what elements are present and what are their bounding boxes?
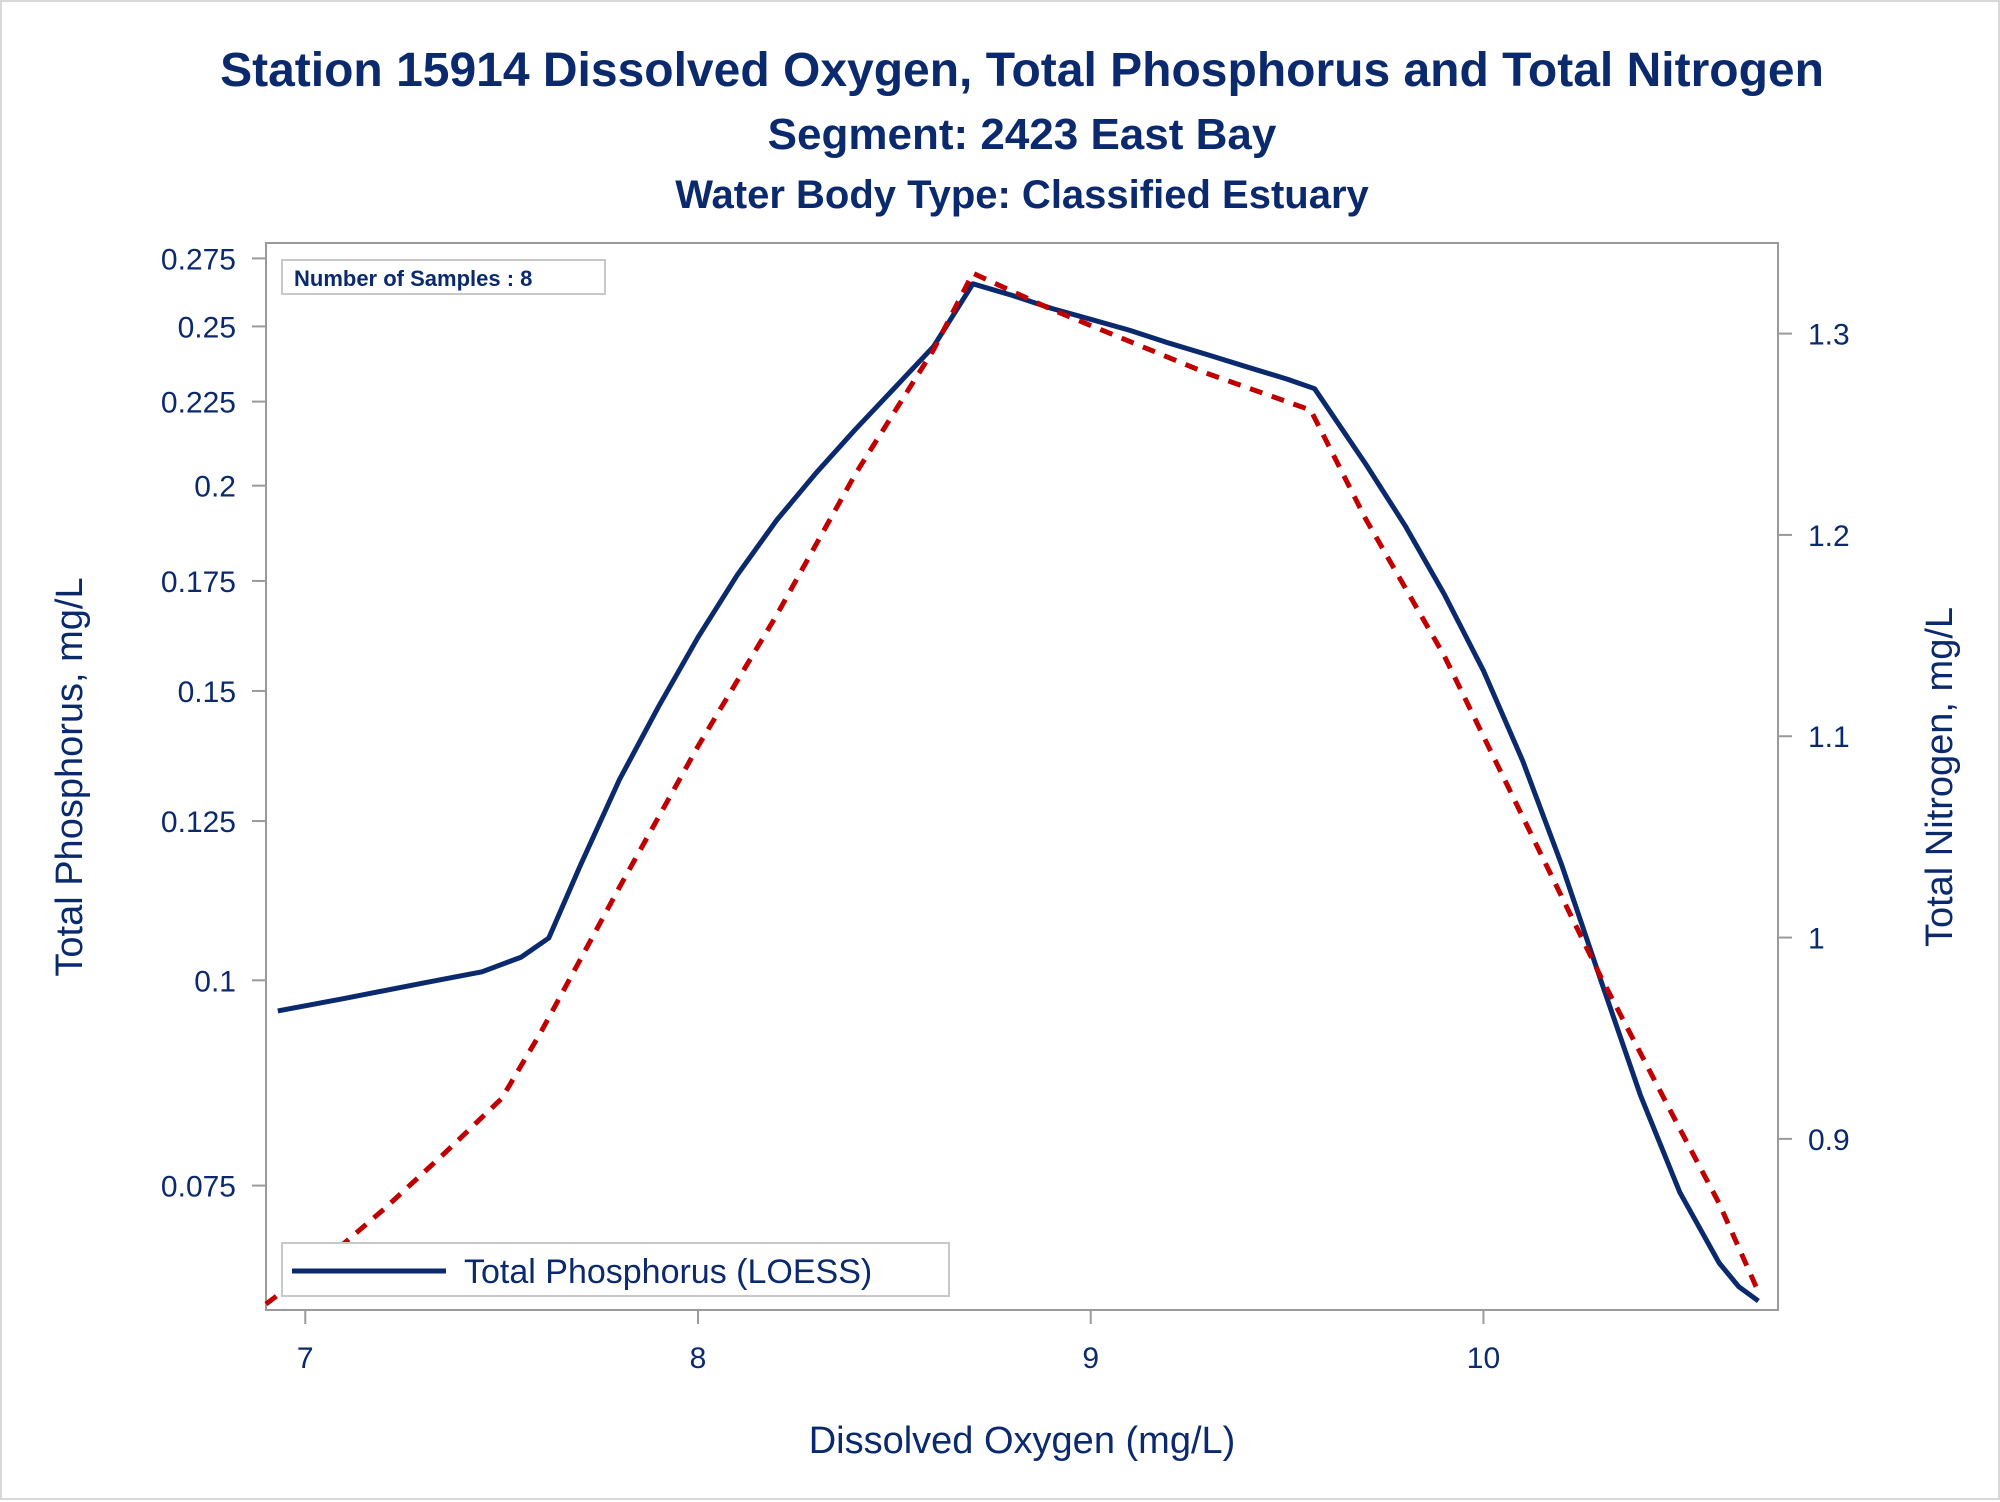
y-tick-label: 0.15: [178, 676, 236, 709]
y2-tick-label: 1.1: [1808, 721, 1850, 754]
x-tick-label: 10: [1467, 1342, 1500, 1375]
series-line-nitrogen: [264, 270, 1761, 1306]
y-axis-left: 0.075 0.1 0.125 0.15 0.175 0.2 0.225 0.25 0.275: [161, 243, 266, 1204]
y2-axis-label: Total Nitrogen, mg/L: [1919, 607, 1961, 947]
y2-tick-label: 1.3: [1808, 319, 1850, 352]
x-tick-label: 8: [690, 1342, 707, 1375]
y2-tick-label: 1.2: [1808, 520, 1850, 553]
y2-tick-label: 1: [1808, 923, 1825, 956]
y-tick-label: 0.275: [161, 243, 236, 276]
chart-subtitle-2: Water Body Type: Classified Estuary: [675, 173, 1369, 217]
y-tick-label: 0.25: [178, 311, 236, 344]
y-tick-label: 0.175: [161, 566, 236, 599]
plot-area: [265, 242, 1779, 1311]
y-axis-label: Total Phosphorus, mg/L: [49, 577, 91, 976]
y-tick-label: 0.225: [161, 387, 236, 420]
y-tick-label: 0.2: [194, 471, 236, 504]
y-tick-label: 0.1: [194, 965, 236, 998]
x-tick-label: 7: [297, 1342, 314, 1375]
sample-count-label: Number of Samples : 8: [294, 266, 532, 291]
y2-tick-label: 0.9: [1808, 1124, 1850, 1157]
x-axis: 7 8 9 10: [297, 1310, 1500, 1375]
y-tick-label: 0.125: [161, 806, 236, 839]
chart-title: Station 15914 Dissolved Oxygen, Total Ph…: [220, 44, 1824, 97]
series-layer: [264, 270, 1761, 1306]
sample-count-box: [281, 259, 606, 295]
legend-label-phosphorus: Total Phosphorus (LOESS): [464, 1253, 872, 1291]
y-tick-label: 0.075: [161, 1171, 236, 1204]
chart-subtitle: Segment: 2423 East Bay: [768, 110, 1277, 159]
y-axis-right: 0.9 1 1.1 1.2 1.3: [1778, 319, 1850, 1157]
x-axis-label: Dissolved Oxygen (mg/L): [809, 1420, 1236, 1462]
x-tick-label: 9: [1082, 1342, 1099, 1375]
series-line-phosphorus: [277, 281, 1760, 1304]
